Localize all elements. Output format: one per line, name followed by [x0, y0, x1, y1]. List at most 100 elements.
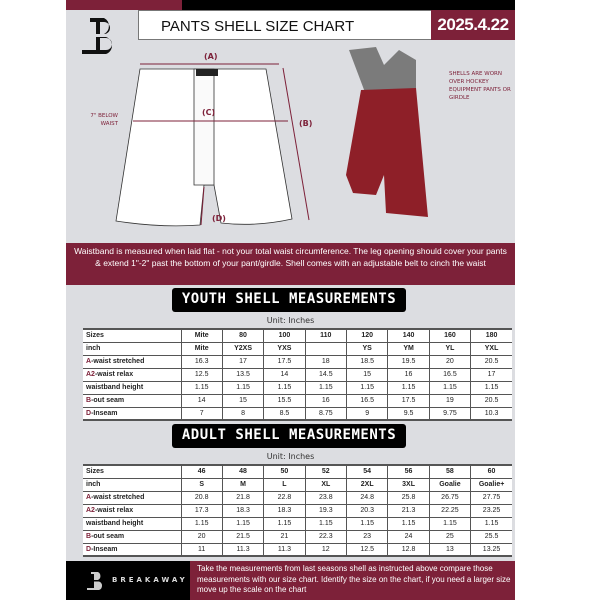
table-cell: 1.15: [346, 381, 389, 395]
table-cell: 18: [305, 355, 348, 369]
adult-title: ADULT SHELL MEASUREMENTS: [172, 424, 406, 448]
table-cell: 54: [346, 464, 389, 479]
table-cell: 48: [222, 464, 265, 479]
table-cell: Mite: [181, 342, 223, 356]
row-label: D-Inseam: [83, 407, 182, 421]
table-cell: 13: [429, 543, 472, 557]
table-cell: 16.3: [181, 355, 223, 369]
table-cell: 3XL: [387, 478, 430, 492]
table-cell: 160: [429, 328, 472, 343]
measure-name: -out seam: [91, 397, 125, 404]
table-cell: 20.3: [346, 504, 389, 518]
size-chart-page: PANTS SHELL SIZE CHART 2025.4.22 (A) (C)…: [66, 0, 515, 600]
youth-title: YOUTH SHELL MEASUREMENTS: [172, 288, 406, 312]
table-cell: 100: [263, 328, 306, 343]
row-label: B-out seam: [83, 394, 182, 408]
table-cell: 1.15: [470, 381, 512, 395]
table-cell: 14: [181, 394, 223, 408]
table-cell: 1.15: [305, 517, 348, 531]
table-cell: XL: [305, 478, 348, 492]
measure-code: A2: [86, 507, 95, 514]
measure-d-line: [200, 186, 205, 226]
table-cell: 2XL: [346, 478, 389, 492]
table-cell: 9: [346, 407, 389, 421]
measure-name: -Inseam: [91, 409, 118, 417]
table-cell: 8: [222, 407, 265, 421]
table-cell: 180: [470, 328, 512, 343]
table-cell: 1.15: [181, 381, 223, 395]
label-b: (B): [299, 119, 313, 128]
table-cell: 52: [305, 464, 348, 479]
table-cell: 11: [181, 543, 223, 557]
row-label: A2-waist relax: [83, 504, 182, 518]
table-cell: 24: [387, 530, 430, 544]
row-label: B-out seam: [83, 530, 182, 544]
label-c: (C): [202, 108, 216, 117]
table-cell: YL: [429, 342, 472, 356]
top-bar-accent: [66, 0, 182, 10]
measure-code: D: [86, 409, 92, 417]
row-label: D-Inseam: [83, 543, 182, 557]
table-cell: 23.8: [305, 491, 348, 505]
table-row: waistband height 1.15 1.15 1.15 1.15 1.15 1.15…: [83, 517, 512, 531]
table-cell: 21.3: [387, 504, 430, 518]
table-cell: M: [222, 478, 265, 492]
row-label: Sizes: [83, 464, 182, 479]
table-row: Sizes Mite 80 100 110 120 140 160 180: [83, 328, 512, 343]
table-cell: 16: [305, 394, 348, 408]
table-cell: Goalie+: [470, 478, 512, 492]
page-title: PANTS SHELL SIZE CHART: [138, 10, 432, 40]
table-cell: 18.3: [222, 504, 265, 518]
adult-table: Sizes 46 48 50 52 54 56 58 60 inch S M L XL 2XL 3XL Goal…: [83, 464, 512, 557]
table-cell: 10.3: [470, 407, 512, 421]
table-row: D-Inseam 7 8 8.5 8.75 9 9.5 9.75 10.3: [83, 407, 512, 421]
table-row: A2-waist relax 12.5 13.5 14 14.5 15 16 16.5 17: [83, 368, 512, 382]
row-label: Sizes: [83, 328, 182, 343]
table-cell: 21.8: [222, 491, 265, 505]
table-cell: 13.5: [222, 368, 265, 382]
table-cell: 1.15: [222, 517, 265, 531]
table-cell: 23: [346, 530, 389, 544]
table-cell: 7: [181, 407, 223, 421]
table-row: Sizes 46 48 50 52 54 56 58 60: [83, 464, 512, 479]
table-cell: 17.5: [387, 394, 430, 408]
table-cell: YXL: [470, 342, 512, 356]
table-row: A-waist stretched 16.3 17 17.5 18 18.5 19.5 20 2…: [83, 355, 512, 369]
table-cell: 1.15: [222, 381, 265, 395]
table-cell: 22.25: [429, 504, 472, 518]
table-cell: 11.3: [222, 543, 265, 557]
table-cell: 12.8: [387, 543, 430, 557]
top-bar: [182, 0, 515, 10]
table-cell: 24.8: [346, 491, 389, 505]
table-cell: 27.75: [470, 491, 512, 505]
pants-diagram: [115, 47, 428, 227]
table-cell: 14: [263, 368, 306, 382]
adult-unit: Unit: Inches: [266, 452, 315, 461]
footer-logo: [87, 572, 103, 590]
table-cell: 1.15: [470, 517, 512, 531]
measure-code: B: [86, 533, 92, 540]
table-cell: 1.15: [181, 517, 223, 531]
table-cell: 22.3: [305, 530, 348, 544]
table-cell: L: [263, 478, 306, 492]
table-cell: 14.5: [305, 368, 348, 382]
table-cell: 60: [470, 464, 512, 479]
date-badge: 2025.4.22: [431, 10, 515, 40]
row-label: waistband height: [83, 517, 182, 531]
shells-note: SHELLS ARE WORN OVER HOCKEY EQUIPMENT PA…: [449, 71, 511, 101]
table-cell: 1.15: [429, 381, 472, 395]
table-cell: 17: [470, 368, 512, 382]
row-label: inch: [83, 478, 182, 492]
belt-buckle: [196, 69, 218, 76]
waistband-notice: Waistband is measured when laid flat - n…: [66, 243, 515, 285]
table-cell: 56: [387, 464, 430, 479]
measure-code: A: [86, 358, 92, 365]
table-cell: YS: [346, 342, 389, 356]
measure-name: -waist stretched: [91, 358, 145, 365]
footer-brand-area: [66, 561, 190, 600]
measure-code: B: [86, 397, 92, 404]
table-cell: 16.5: [429, 368, 472, 382]
measure-code: A2: [86, 371, 95, 378]
label-a: (A): [204, 52, 218, 61]
table-cell: 12: [305, 543, 348, 557]
